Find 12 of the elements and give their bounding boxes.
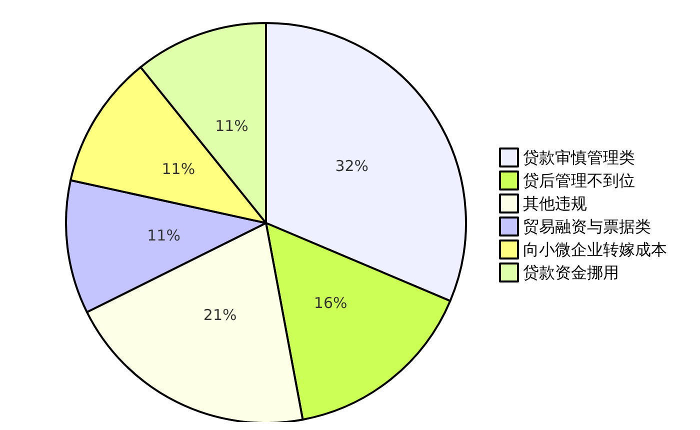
data-label: 16% <box>314 294 348 312</box>
legend-label: 贷款资金挪用 <box>523 263 619 282</box>
legend-label: 向小微企业转嫁成本 <box>523 240 667 259</box>
data-label: 11% <box>215 116 248 135</box>
legend-label: 贷款审慎管理类 <box>523 148 635 167</box>
data-label: 21% <box>203 306 237 324</box>
data-label: 32% <box>335 157 369 176</box>
legend-label: 贸易融资与票据类 <box>523 217 651 236</box>
legend-label: 贷后管理不到位 <box>523 171 635 190</box>
legend-label: 其他违规 <box>523 194 587 213</box>
data-label: 11% <box>162 160 196 178</box>
data-label: 11% <box>147 226 180 245</box>
